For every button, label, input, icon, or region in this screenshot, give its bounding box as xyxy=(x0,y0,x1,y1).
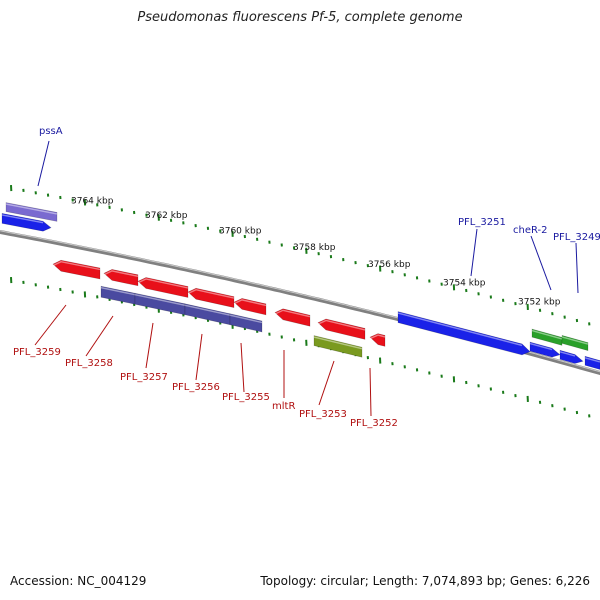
gene-PFL_3251 xyxy=(397,311,531,356)
gene-PFL_3252 xyxy=(369,333,386,347)
leader-line xyxy=(195,333,203,381)
gene-label-bottom: PFL_3256 xyxy=(172,382,220,393)
kbp-label: 3756 kbp xyxy=(368,260,411,270)
gene-label-top: PFL_3251 xyxy=(458,217,506,228)
gene-label-bottom: PFL_3253 xyxy=(299,409,347,420)
leader-line xyxy=(318,360,335,406)
gene-cheR-2 xyxy=(531,328,563,346)
gene-PFL_3258 xyxy=(100,285,136,305)
gene-PFL_3259 xyxy=(52,259,101,280)
gene-forward-blue xyxy=(1,213,52,232)
gene-mltR xyxy=(274,308,311,327)
leader-line xyxy=(34,304,67,346)
gene-reverse-red-2 xyxy=(103,269,139,287)
gene-label-bottom: PFL_3259 xyxy=(13,347,61,358)
gene-label-bottom: mltR xyxy=(272,401,295,412)
kbp-label: 3754 kbp xyxy=(443,279,486,289)
gene-label-top: PFL_3249 xyxy=(553,232,600,243)
gene-label-bottom: PFL_3258 xyxy=(65,358,113,369)
leader-line xyxy=(240,342,245,393)
kbp-label: 3758 kbp xyxy=(293,243,336,253)
gene-PFL_3257 xyxy=(134,292,186,316)
kbp-label: 3760 kbp xyxy=(219,227,262,237)
accession-text: Accession: NC_004129 xyxy=(10,574,147,588)
gene-reverse-red-5 xyxy=(233,298,267,316)
gene-forward-blue-4 xyxy=(584,355,600,370)
gene-labels: pssA PFL_3251 cheR-2 PFL_3249 PFL_3259 PFL_32… xyxy=(13,126,600,429)
gene-label-bottom: PFL_3257 xyxy=(120,372,168,383)
leader-line xyxy=(575,242,579,294)
leader-line xyxy=(369,367,372,417)
leader-line xyxy=(470,228,478,277)
page-title: Pseudomonas fluorescens Pf-5, complete g… xyxy=(137,10,463,25)
genome-summary-text: Topology: circular; Length: 7,074,893 bp… xyxy=(260,574,590,588)
gene-reverse-red-4 xyxy=(187,287,235,308)
gene-forward-blue-3 xyxy=(559,349,584,364)
leader-line xyxy=(530,235,552,291)
gene-PFL_3253 xyxy=(317,318,366,340)
gene-label-bottom: PFL_3255 xyxy=(222,392,270,403)
kbp-label: 3752 kbp xyxy=(518,298,561,308)
leader-line xyxy=(85,315,114,357)
gene-pssA xyxy=(5,202,58,222)
leader-line xyxy=(37,140,50,187)
kbp-scale-labels: 3764 kbp 3762 kbp 3760 kbp 3758 kbp 3756 kbp… xyxy=(71,197,561,308)
kbp-label: 3762 kbp xyxy=(145,211,188,221)
gene-label-top: cheR-2 xyxy=(513,225,548,236)
bottom-tick-ring xyxy=(10,277,591,418)
gene-olive xyxy=(313,335,363,358)
gene-PFL_3249 xyxy=(561,335,589,351)
gene-forward-blue-2 xyxy=(529,341,561,358)
gene-label-top: pssA xyxy=(39,126,63,137)
leader-line xyxy=(145,322,154,369)
gene-label-bottom: PFL_3252 xyxy=(350,418,398,429)
top-tick-ring xyxy=(10,185,591,326)
label-leader-lines xyxy=(34,140,579,417)
kbp-label: 3764 kbp xyxy=(71,197,114,207)
gene-PFL_3255 xyxy=(229,313,263,333)
gene-features xyxy=(1,202,600,370)
gene-reverse-red-3 xyxy=(137,277,189,298)
